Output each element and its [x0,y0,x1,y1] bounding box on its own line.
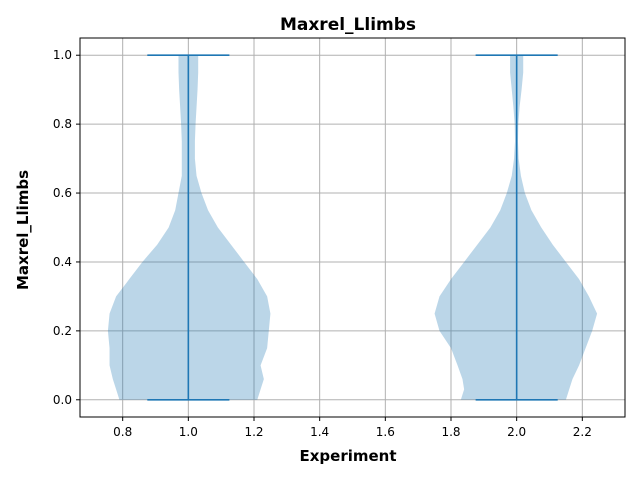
y-tick-label: 0.8 [53,117,72,131]
y-tick-label: 1.0 [53,48,72,62]
x-tick-label: 2.2 [573,425,592,439]
chart-title: Maxrel_Llimbs [280,15,416,35]
axis-ticks: 0.8 1.0 1.2 1.4 1.6 1.8 2.0 2.2 0.0 0.2 0.4 0.6 0.8 1… [53,48,592,439]
y-tick-label: 0.0 [53,393,72,407]
violin-body [434,55,598,400]
x-tick-label: 1.8 [441,425,460,439]
x-tick-label: 2.0 [507,425,526,439]
violin-body [107,55,271,400]
x-tick-label: 0.8 [113,425,132,439]
y-tick-label: 0.6 [53,186,72,200]
x-tick-label: 1.2 [244,425,263,439]
y-tick-label: 0.2 [53,324,72,338]
y-axis-label: Maxrel_Llimbs [14,170,32,290]
x-tick-label: 1.0 [179,425,198,439]
y-tick-label: 0.4 [53,255,72,269]
x-tick-label: 1.6 [376,425,395,439]
plot-frame [79,37,626,418]
x-tick-label: 1.4 [310,425,329,439]
violins [107,54,598,401]
x-axis-label: Experiment [299,447,396,465]
